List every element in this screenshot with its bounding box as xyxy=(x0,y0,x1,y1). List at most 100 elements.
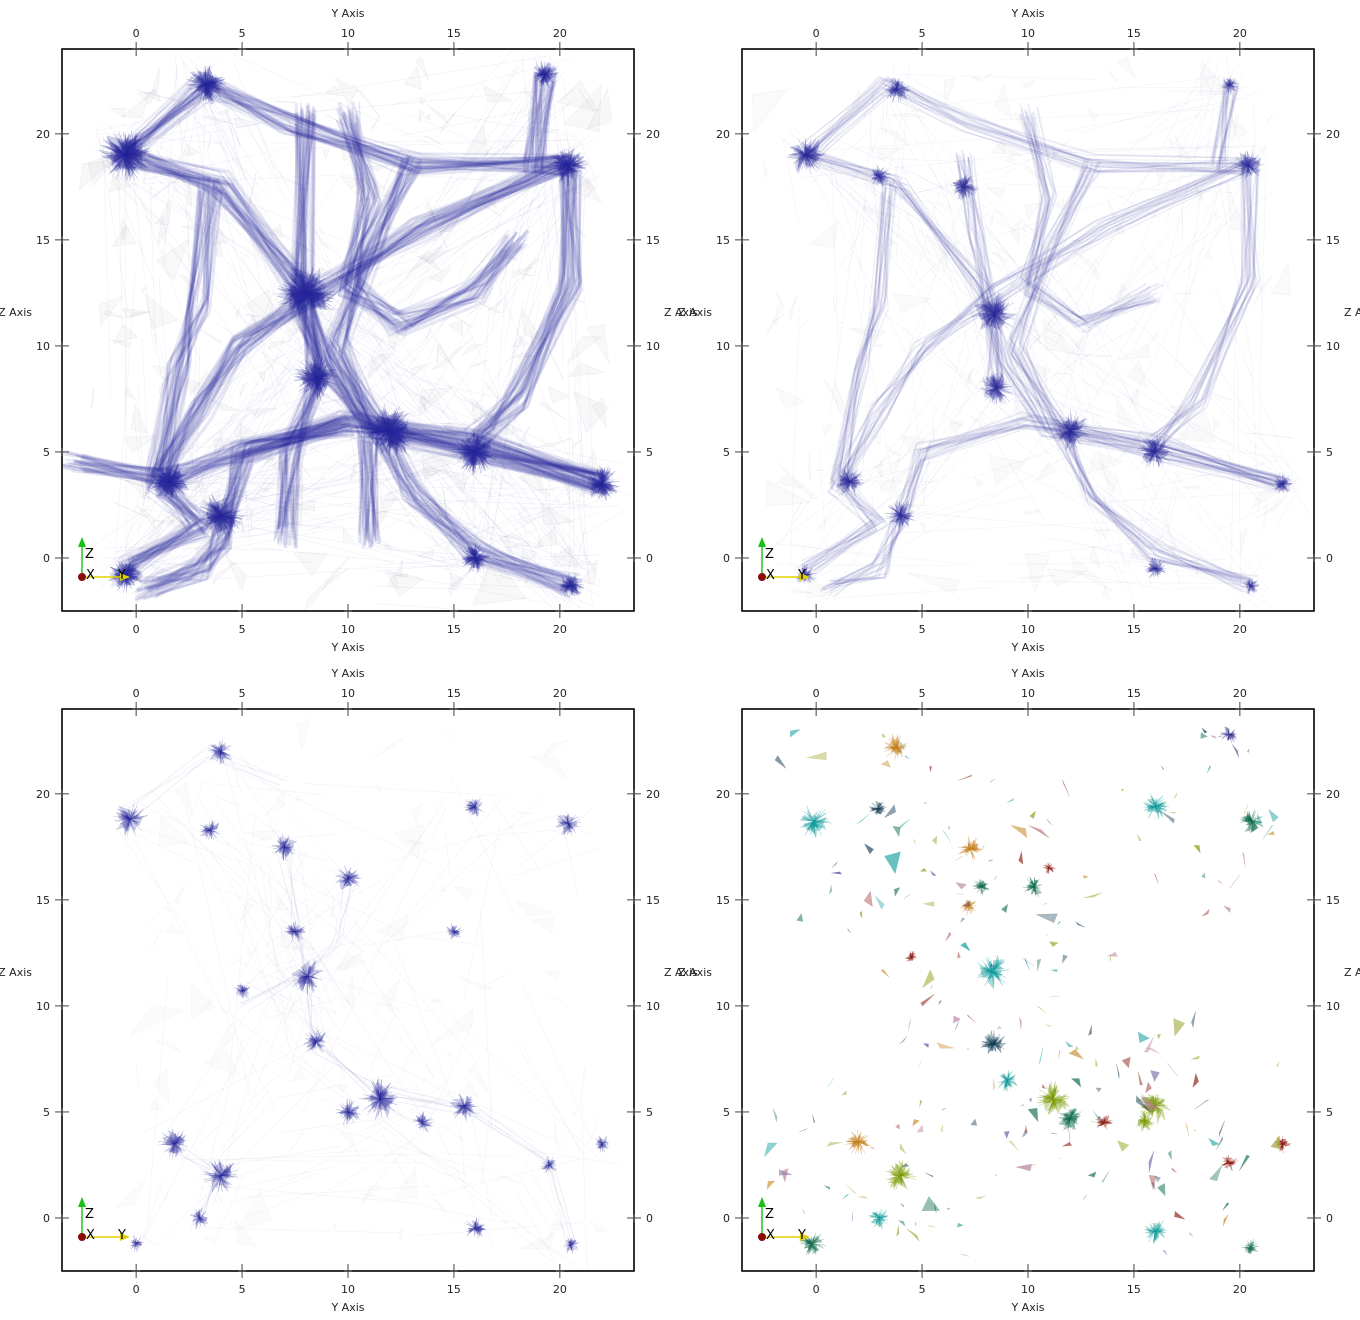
web-link xyxy=(333,563,541,570)
mesh-triangle xyxy=(152,519,185,530)
web-link xyxy=(311,302,361,355)
filament-0 xyxy=(122,82,563,171)
mesh-triangle xyxy=(424,113,431,121)
web-link xyxy=(251,546,458,569)
web-link xyxy=(308,301,401,396)
filament-9 xyxy=(337,118,509,332)
mesh-triangle xyxy=(1125,359,1147,387)
web-link xyxy=(288,402,355,415)
web-link xyxy=(192,235,368,471)
filament-1 xyxy=(131,163,599,483)
web-link xyxy=(365,540,588,588)
cluster-shard xyxy=(113,154,126,171)
filament-0 xyxy=(116,89,564,159)
mesh-triangle xyxy=(155,238,190,282)
filament-7 xyxy=(472,168,583,437)
cluster-shard xyxy=(115,144,126,156)
filament-0 xyxy=(128,74,565,164)
filament-10 xyxy=(357,420,366,544)
mesh-triangle xyxy=(993,84,1014,121)
filament-4 xyxy=(143,421,602,601)
web-link xyxy=(581,509,625,537)
mesh-triangle xyxy=(523,91,546,114)
cluster-shard xyxy=(125,154,136,164)
web-link xyxy=(267,419,415,468)
cluster-shard xyxy=(120,133,130,156)
web-link xyxy=(190,217,418,501)
web-link xyxy=(470,442,473,449)
cluster-shard xyxy=(125,154,140,175)
web-link xyxy=(411,170,550,254)
filament-4 xyxy=(139,425,607,583)
mesh-triangle xyxy=(175,79,219,129)
x-axis-title: Y Axis xyxy=(330,7,364,20)
mesh-triangle xyxy=(1088,544,1100,569)
mesh-triangle xyxy=(1029,333,1042,345)
web-link xyxy=(429,172,588,324)
web-link xyxy=(124,511,254,562)
filament-8 xyxy=(533,78,543,172)
mesh-triangle xyxy=(1257,146,1266,156)
web-link xyxy=(145,473,186,501)
filament-11 xyxy=(166,187,221,489)
web-link xyxy=(568,158,588,321)
filament-1 xyxy=(114,148,608,479)
cluster-shard xyxy=(117,149,127,156)
filament-6 xyxy=(81,420,342,471)
filament-10 xyxy=(363,421,368,536)
filament-1 xyxy=(136,160,615,491)
filament-9 xyxy=(339,122,530,333)
mesh-triangle xyxy=(410,364,426,377)
filament-3 xyxy=(133,161,565,564)
web-link xyxy=(297,275,374,398)
cluster-shard xyxy=(108,154,126,175)
web-link xyxy=(123,495,161,551)
mesh-triangle xyxy=(272,304,324,328)
web-link xyxy=(163,110,176,136)
cluster-shard xyxy=(118,154,126,164)
filament-4 xyxy=(143,408,606,585)
filament-10 xyxy=(368,441,378,536)
web-link xyxy=(201,486,247,513)
filament-10 xyxy=(370,427,374,537)
web-link xyxy=(366,542,549,589)
web-link xyxy=(948,162,954,176)
web-link xyxy=(455,439,589,574)
mesh-triangle xyxy=(443,469,469,495)
web-link xyxy=(416,444,446,449)
mesh-triangle xyxy=(130,404,148,434)
filament-1 xyxy=(120,150,604,475)
web-link xyxy=(604,485,607,490)
web-link xyxy=(831,161,839,358)
filament-3 xyxy=(131,153,573,564)
mesh-triangle xyxy=(265,450,273,465)
filament-11 xyxy=(156,180,216,478)
filament-6 xyxy=(75,419,355,481)
filament-6 xyxy=(68,433,344,471)
cluster-shard xyxy=(116,154,126,171)
filament-6 xyxy=(80,430,338,487)
mesh-triangle xyxy=(323,344,332,347)
filament-6 xyxy=(62,433,348,480)
web-link xyxy=(366,177,599,291)
filament-5 xyxy=(328,156,574,580)
filament-7 xyxy=(465,173,576,445)
web-link xyxy=(181,59,207,187)
web-link xyxy=(303,362,309,370)
web-link xyxy=(227,240,304,348)
mesh-triangle xyxy=(487,298,503,312)
cluster-shard xyxy=(112,144,127,156)
web-link xyxy=(479,300,541,590)
filament-6 xyxy=(73,431,355,472)
filament-6 xyxy=(76,417,339,491)
mesh-triangle xyxy=(240,314,270,339)
web-link xyxy=(154,441,261,453)
cluster-shard xyxy=(124,146,127,156)
mesh-triangle xyxy=(173,374,201,394)
web-link xyxy=(265,223,333,265)
web-link xyxy=(803,544,806,565)
mesh-triangle xyxy=(404,315,410,340)
cluster-shard xyxy=(106,147,127,156)
filament-7 xyxy=(465,160,583,453)
filament-9 xyxy=(338,118,528,319)
